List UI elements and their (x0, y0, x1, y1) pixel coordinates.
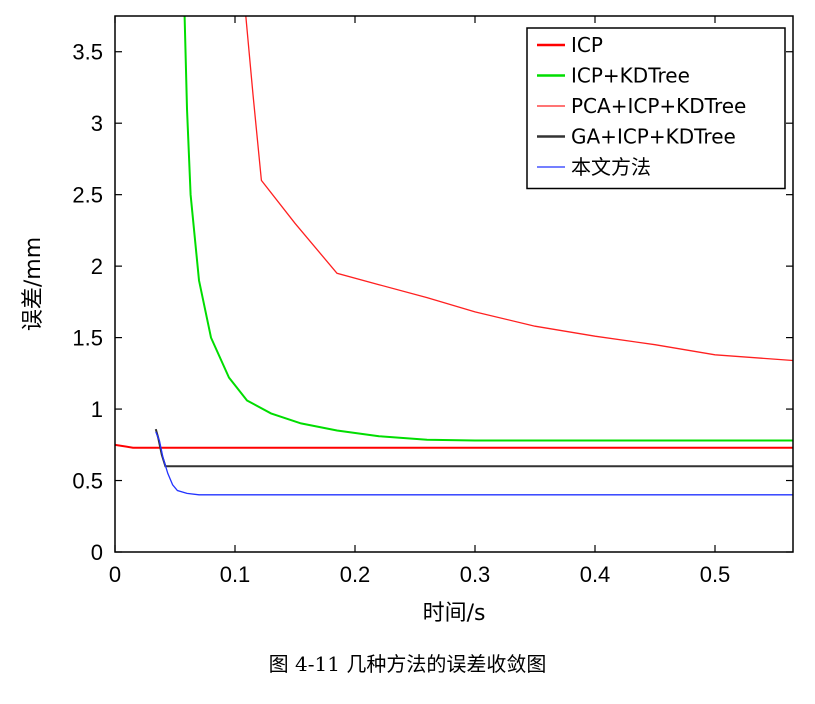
legend-entry: 本文方法 (571, 155, 651, 179)
y-tick-label: 3.5 (72, 40, 103, 65)
x-tick-label: 0.2 (340, 562, 371, 587)
y-tick-label: 1.5 (72, 326, 103, 351)
error-convergence-chart: 0 0.1 0.2 0.3 0.4 0.5 0 0.5 1 1.5 2 2.5 3 3.5 ICP ICP+… (21, 15, 794, 626)
y-tick-label: 3 (91, 111, 103, 136)
x-tick-label: 0 (109, 562, 121, 587)
series-line-1 (183, 16, 793, 442)
x-tick-label: 0.5 (700, 562, 731, 587)
plot-frame (114, 15, 794, 553)
figure-caption: 图 4-11 几种方法的误差收敛图 (268, 652, 547, 676)
y-tick-label: 1 (91, 397, 103, 422)
legend-entry: ICP (571, 33, 603, 57)
legend-entry: ICP+KDTree (571, 64, 690, 88)
x-tick-label: 0.1 (220, 562, 251, 587)
legend-entry: GA+ICP+KDTree (571, 125, 736, 149)
series-line-0 (115, 443, 793, 449)
y-tick-label: 2 (91, 254, 103, 279)
y-tick-label: 0.5 (72, 469, 103, 494)
series-line-4 (155, 431, 793, 496)
series-line-2 (245, 16, 793, 362)
y-tick-label: 2.5 (72, 183, 103, 208)
x-axis-label: 时间/s (423, 601, 486, 626)
legend-entry: PCA+ICP+KDTree (571, 94, 746, 118)
y-axis-label: 误差/mm (21, 237, 46, 331)
legend-box (526, 27, 786, 190)
y-tick-label: 0 (91, 540, 103, 565)
x-tick-label: 0.3 (460, 562, 491, 587)
x-tick-label: 0.4 (580, 562, 611, 587)
